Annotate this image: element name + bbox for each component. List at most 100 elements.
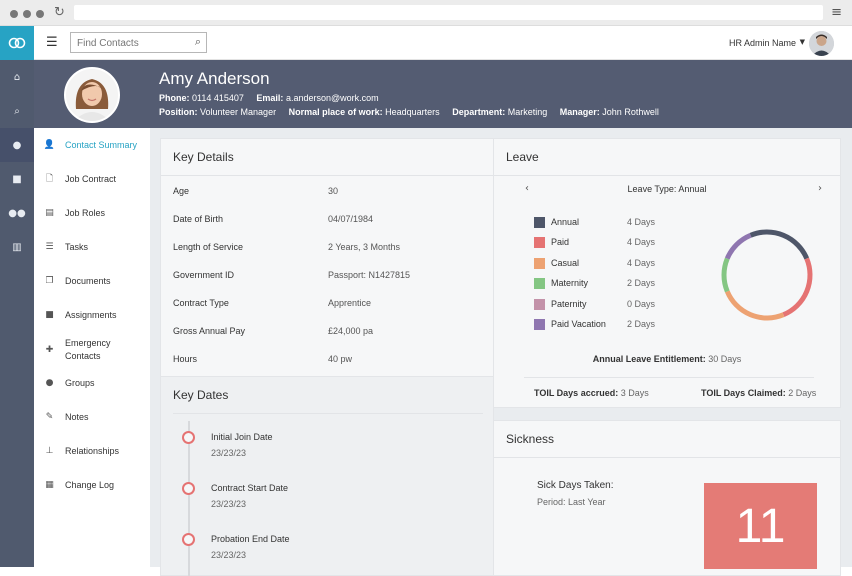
sidebar-item-change-log[interactable]: ▦ Change Log [34,468,150,502]
sidebar-item-contact-summary[interactable]: 👤 Contact Summary [34,128,150,162]
legend-swatch-paid-vacation [534,319,545,330]
sidebar-item-notes[interactable]: ✎ Notes [34,400,150,434]
detail-value: 30 [328,186,339,196]
briefcase-icon: ■ [45,310,54,320]
document-icon: 🗋 [45,174,54,184]
pencil-icon: ✎ [45,412,54,422]
next-leave-type-icon[interactable]: › [818,183,822,194]
group-icon: ● [45,378,54,388]
group-icon[interactable]: ●● [8,207,26,219]
window-dot-icon[interactable] [36,10,44,18]
card-title: Leave [506,150,539,164]
sitemap-icon: ⊥ [45,446,54,456]
legend-swatch-paternity [534,299,545,310]
timeline-marker-icon [182,482,195,495]
toil-accrued-value: 3 Days [620,388,649,398]
legend-name: Paid Vacation [551,319,606,329]
medkit-icon: ✚ [45,345,54,355]
sick-days-label: Sick Days Taken: [537,480,614,491]
bar-chart-icon[interactable]: ▥ [12,241,22,253]
browser-menu-icon[interactable]: ≡ [831,5,842,20]
sidebar-item-relationships[interactable]: ⊥ Relationships [34,434,150,468]
timeline-marker-icon [182,533,195,546]
sidebar-item-job-roles[interactable]: ▤ Job Roles [34,196,150,230]
home-icon[interactable]: ⌂ [13,71,21,83]
timeline-date: 23/23/23 [211,499,247,509]
legend-days: 0 Days [627,299,656,309]
sidebar-item-job-contract[interactable]: 🗋 Job Contract [34,162,150,196]
window-dot-icon[interactable] [10,10,18,18]
user-icon[interactable]: ● [0,128,34,162]
sidebar-item-label: Emergency Contacts [65,338,111,361]
sickness-card: Sickness Sick Days Taken: Period: Last Y… [493,420,841,576]
divider [161,175,493,176]
list-icon: ☰ [45,242,54,252]
workplace-label: Normal place of work: [288,107,383,117]
files-icon: ❐ [45,276,54,286]
legend-name: Annual [551,217,580,227]
donut-segment-maternity [721,257,730,293]
legend-name: Casual [551,258,580,268]
sidebar-item-label: Relationships [65,445,120,456]
timeline-date: 23/23/23 [211,448,247,458]
user-menu-name[interactable]: HR Admin Name [728,38,796,48]
legend-swatch-annual [534,217,545,228]
search-icon[interactable]: ⌕ [14,105,20,117]
detail-label: Length of Service [173,242,244,252]
top-bar: ☰ ⌕ HR Admin Name ▼ [34,26,852,60]
legend-swatch-casual [534,258,545,269]
sick-period: Period: Last Year [537,497,606,507]
legend-days: 4 Days [627,258,656,268]
key-details-card: Key Details Age 30 Date of Birth 04/07/1… [160,138,494,378]
address-bar[interactable] [74,5,823,20]
browser-toolbar: ↻ ≡ [0,0,852,26]
card-title: Sickness [506,432,555,446]
prev-leave-type-icon[interactable]: ‹ [525,183,529,194]
reload-icon[interactable]: ↻ [54,5,65,20]
menu-toggle-icon[interactable]: ☰ [46,35,58,50]
briefcase-icon[interactable]: ■ [12,173,22,185]
toil-claimed-label: TOIL Days Claimed: [701,388,786,398]
legend-name: Paid [551,237,570,247]
sidebar-item-documents[interactable]: ❐ Documents [34,264,150,298]
sidebar-item-groups[interactable]: ● Groups [34,366,150,400]
timeline-line [188,421,190,576]
department-value: Marketing [507,107,548,117]
profile-header: Amy Anderson Phone: 0114 415407 Email: a… [34,60,852,128]
search-input[interactable] [77,36,185,50]
timeline-title: Probation End Date [211,534,290,544]
timeline-title: Contract Start Date [211,483,289,493]
sidebar-item-emergency-contacts[interactable]: ✚ Emergency Contacts [34,333,150,367]
timeline-date: 23/23/23 [211,550,247,560]
search-box[interactable]: ⌕ [70,32,207,53]
email-label: Email: [256,93,284,103]
donut-segment-paid [782,257,813,318]
email-value[interactable]: a.anderson@work.com [285,93,379,103]
caret-down-icon[interactable]: ▼ [799,38,805,46]
toil-accrued-label: TOIL Days accrued: [534,388,619,398]
window-dot-icon[interactable] [23,10,31,18]
workplace-value: Headquarters [385,107,440,117]
legend-days: 2 Days [627,278,656,288]
toil-claimed-value: 2 Days [788,388,817,398]
profile-photo [64,67,120,123]
divider [494,175,840,176]
position-label: Position: [159,107,198,117]
entitlement-label: Annual Leave Entitlement: [592,354,706,364]
sidebar-item-label: Groups [65,377,95,388]
profile-photo-image [66,69,118,121]
id-card-icon: ▤ [45,208,54,218]
sidebar-item-label: Assignments [65,309,117,320]
legend-name: Maternity [551,278,589,288]
sidebar-item-label: Job Roles [65,207,106,218]
search-icon[interactable]: ⌕ [194,35,201,48]
divider [524,377,814,378]
detail-label: Gross Annual Pay [173,326,246,336]
sidebar-item-assignments[interactable]: ■ Assignments [34,298,150,332]
donut-segment-annual [749,229,810,260]
contact-info-line: Phone: 0114 415407 Email: a.anderson@wor… [159,93,389,103]
sidebar-item-tasks[interactable]: ☰ Tasks [34,230,150,264]
app-logo[interactable] [0,26,34,60]
key-dates-card: Key Dates Initial Join Date 23/23/23 Con… [160,376,494,576]
avatar[interactable] [809,31,834,56]
